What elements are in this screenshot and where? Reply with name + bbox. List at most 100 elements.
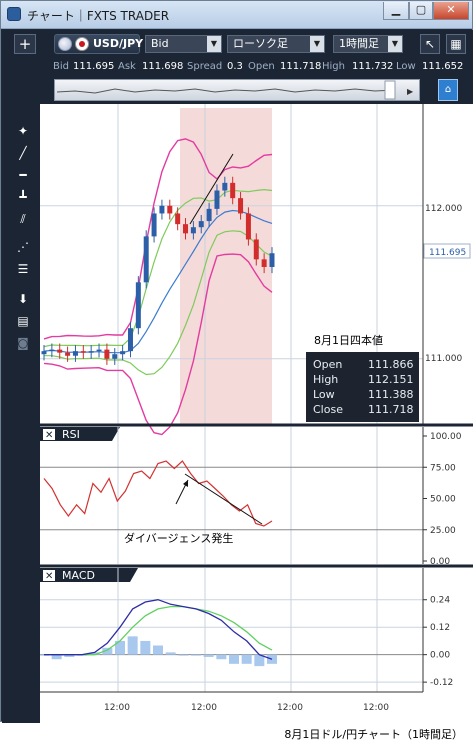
candle-body (214, 190, 220, 209)
macd-histogram-bar (51, 654, 62, 660)
current-price-label: 111.695 (429, 248, 466, 258)
chart-window: チャート｜FXTS TRADER ▁ ▢ ✕ + USD/JPY Bid ▼ ロ… (0, 0, 473, 723)
chart-type-dropdown[interactable]: ローソク足 ▼ (227, 35, 325, 53)
candle-body (238, 198, 244, 214)
download-icon: ⬇ (17, 292, 29, 306)
fibonacci-icon: ☰ (17, 262, 29, 276)
ohlc-annotation-box (306, 352, 419, 422)
chart-settings-button[interactable]: ▦ (446, 34, 466, 54)
ohlc-low-value: 111.388 (368, 388, 414, 401)
candle-body (143, 236, 149, 283)
candle-body (230, 182, 236, 199)
bid-label: Bid (53, 61, 69, 72)
download-button[interactable]: ⬇ (14, 290, 32, 308)
candle-body (104, 349, 110, 359)
macd-histogram-bar (127, 636, 138, 655)
macd-tick-label: -0.12 (430, 678, 453, 688)
chart-canvas[interactable]: 112.000 111.000 111.695 8月1日四本値 Open 111… (39, 104, 473, 723)
macd-histogram-bar (178, 654, 189, 656)
candle-body (41, 351, 47, 355)
trendline-icon: ╱ (19, 146, 27, 160)
spread-label: Spread (187, 61, 223, 72)
bollinger-lower-inner-line (44, 230, 273, 376)
time-tick: 12:00 (277, 703, 303, 713)
ohlc-low-label: Low (313, 388, 335, 401)
rsi-tick-label: 100.00 (430, 432, 462, 442)
macd-histogram-bar (267, 654, 277, 664)
horizontal-line-icon: ━ (19, 168, 27, 182)
macd-panel: ✕ MACD -0.12 0.00 0.12 0.24 (39, 564, 473, 692)
timeframe-dropdown[interactable]: 1時間足 ▼ (333, 35, 403, 53)
candle-body (112, 354, 118, 359)
crosshair-tool-button[interactable]: ✦ (14, 122, 32, 140)
home-icon: ⌂ (444, 84, 452, 95)
crosshair-icon: ✦ (17, 124, 29, 138)
screenshot-button[interactable]: ◙ (14, 334, 32, 352)
ask-value: 111.698 (142, 61, 184, 72)
trend-line-annotation (189, 153, 234, 225)
currency-pair-selector[interactable]: USD/JPY (54, 34, 144, 54)
navigator-scrollbar[interactable]: ▶ (54, 79, 420, 101)
rsi-panel: ✕ RSI 0.00 25.00 50.00 75.00 100.00 ダイバージェンス… (40, 423, 473, 567)
vertical-line-tool-button[interactable]: ┻ (14, 188, 32, 206)
open-label: Open (248, 61, 275, 72)
maximize-button[interactable]: ▢ (409, 2, 433, 20)
parallel-lines-icon: ⫽ (20, 212, 26, 226)
price-tick-112: 112.000 (425, 204, 462, 214)
candle-body (245, 213, 251, 240)
navigator-handle[interactable] (384, 80, 396, 100)
macd-series-line (44, 599, 273, 660)
rsi-tick-label: 25.00 (430, 526, 456, 536)
fan-tool-button[interactable]: ⋰ (14, 238, 32, 256)
price-tick-111: 111.000 (425, 354, 462, 364)
data-table-button[interactable]: ▤ (14, 312, 32, 330)
currency-pair-label: USD/JPY (93, 37, 144, 50)
fibonacci-tool-button[interactable]: ☰ (14, 260, 32, 278)
macd-close-icon: ✕ (45, 571, 53, 582)
candle-body (96, 349, 102, 352)
candle-body (72, 351, 78, 356)
rsi-title: RSI (62, 428, 80, 441)
candle-body (261, 259, 267, 267)
bollinger-upper-line (43, 138, 273, 340)
ohlc-close-value: 111.718 (368, 403, 414, 416)
candle-body (65, 352, 71, 356)
macd-histogram-bar (102, 647, 113, 655)
arrow-head-icon (183, 480, 188, 487)
ohlc-annotation-title: 8月1日四本値 (314, 333, 383, 347)
macd-tick-label: 0.00 (430, 651, 450, 661)
chevron-down-icon: ▼ (207, 36, 221, 52)
price-type-value: Bid (151, 37, 169, 50)
home-button[interactable]: ⌂ (438, 79, 458, 101)
close-button[interactable]: ✕ (433, 2, 469, 20)
price-type-dropdown[interactable]: Bid ▼ (145, 35, 222, 53)
time-axis-background (40, 692, 473, 723)
price-bar: Bid 111.695 Ask 111.698 Spread 0.3 Open … (2, 58, 473, 76)
macd-title: MACD (62, 569, 95, 582)
add-chart-button[interactable]: + (14, 34, 36, 54)
candle-body (120, 351, 126, 355)
bid-value: 111.695 (73, 61, 115, 72)
camera-icon: ◙ (17, 336, 29, 350)
macd-close-button[interactable] (43, 570, 55, 581)
channel-tool-button[interactable]: ⫽ (14, 210, 32, 228)
candle-body (57, 349, 63, 353)
minimize-button[interactable]: ▁ (383, 2, 409, 20)
candle-body (183, 224, 189, 234)
rsi-tick-label: 0.00 (430, 557, 450, 567)
ohlc-open-label: Open (313, 358, 342, 371)
maximize-icon: ▢ (415, 3, 427, 16)
rsi-series-line (43, 460, 273, 527)
candle-body (190, 227, 196, 234)
rsi-close-button[interactable] (43, 429, 55, 440)
high-label: High (322, 61, 345, 72)
ohlc-open-value: 111.866 (368, 358, 414, 371)
time-tick: 12:00 (363, 703, 389, 713)
trendline-tool-button[interactable]: ╱ (14, 144, 32, 162)
candle-body (198, 221, 204, 228)
macd-histogram-bar (64, 654, 75, 657)
candle-body (49, 349, 55, 352)
horizontal-line-tool-button[interactable]: ━ (14, 166, 32, 184)
collapse-panel-button[interactable]: ↖ (420, 34, 440, 54)
macd-histogram-bar (115, 640, 125, 655)
